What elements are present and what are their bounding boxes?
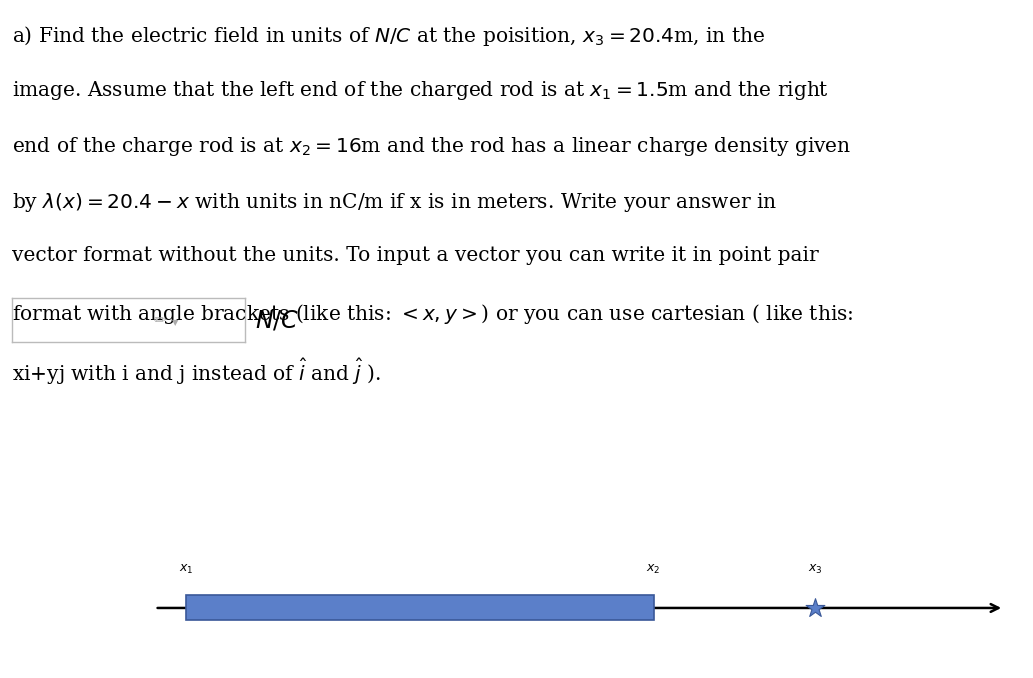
Text: $x_1$: $x_1$: [179, 563, 193, 576]
Bar: [186, 595, 654, 620]
Text: ▼: ▼: [173, 317, 179, 327]
Text: $x_3$: $x_3$: [808, 563, 822, 576]
Text: $N/C$: $N/C$: [255, 308, 300, 332]
Text: format with angle brackets (like this: $< x, y >$) or you can use cartesian ( li: format with angle brackets (like this: $…: [12, 302, 854, 325]
Text: $x_2$: $x_2$: [647, 563, 661, 576]
Text: ✏: ✏: [154, 313, 166, 327]
Text: image. Assume that the left end of the charged rod is at $x_1 = 1.5$m and the ri: image. Assume that the left end of the c…: [12, 79, 829, 102]
Text: a) Find the electric field in units of $N/C$ at the poisition, $x_3 = 20.4$m, in: a) Find the electric field in units of $…: [12, 24, 765, 47]
Text: end of the charge rod is at $x_2 = 16$m and the rod has a linear charge density : end of the charge rod is at $x_2 = 16$m …: [12, 135, 852, 158]
Point: [807, 603, 823, 614]
Text: by $\lambda(x) = 20.4 - x$ with units in nC/m if x is in meters. Write your answ: by $\lambda(x) = 20.4 - x$ with units in…: [12, 191, 778, 214]
Text: xi+yj with i and j instead of $\hat{i}$ and $\hat{j}$ ).: xi+yj with i and j instead of $\hat{i}$ …: [12, 357, 381, 387]
Text: vector format without the units. To input a vector you can write it in point pai: vector format without the units. To inpu…: [12, 246, 819, 265]
